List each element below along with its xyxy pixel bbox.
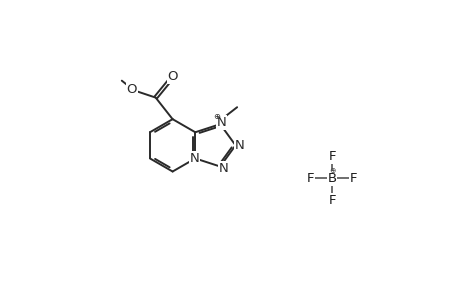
Text: ⊕: ⊕ [328, 166, 335, 175]
Text: N: N [216, 116, 226, 129]
Text: O: O [167, 70, 178, 83]
Text: B: B [327, 172, 336, 185]
Text: ⊕: ⊕ [213, 112, 220, 121]
Text: N: N [218, 162, 228, 175]
Text: F: F [349, 172, 357, 185]
Text: F: F [328, 194, 335, 206]
Text: F: F [328, 150, 335, 164]
Text: O: O [126, 82, 137, 96]
Text: N: N [234, 139, 244, 152]
Text: N: N [189, 152, 199, 165]
Text: F: F [306, 172, 313, 185]
